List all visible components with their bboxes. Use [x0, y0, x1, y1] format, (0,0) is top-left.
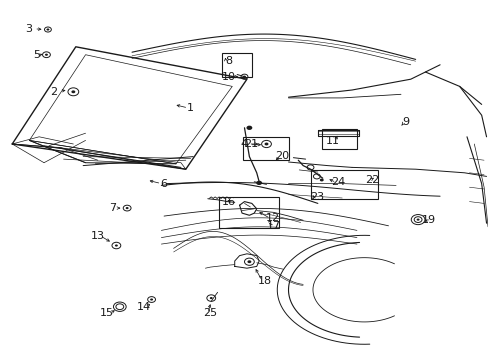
Text: 6: 6 — [160, 179, 167, 189]
Circle shape — [150, 298, 153, 301]
Circle shape — [209, 297, 212, 299]
Text: 24: 24 — [330, 177, 345, 187]
Text: 7: 7 — [109, 203, 116, 213]
Text: 5: 5 — [33, 50, 40, 60]
Text: 25: 25 — [203, 308, 217, 318]
Circle shape — [256, 181, 262, 185]
Circle shape — [243, 76, 245, 78]
Text: 16: 16 — [222, 197, 235, 207]
Circle shape — [71, 90, 75, 93]
Text: 9: 9 — [402, 117, 408, 127]
Text: 12: 12 — [265, 213, 279, 223]
Text: 21: 21 — [244, 139, 257, 149]
Text: 23: 23 — [309, 192, 323, 202]
Text: 8: 8 — [225, 56, 232, 66]
Circle shape — [247, 260, 251, 263]
Circle shape — [115, 244, 118, 247]
Circle shape — [46, 28, 49, 31]
Text: 18: 18 — [258, 276, 271, 286]
Circle shape — [125, 207, 128, 209]
Text: 19: 19 — [422, 215, 435, 225]
Circle shape — [264, 143, 268, 145]
Text: 1: 1 — [187, 103, 194, 113]
Text: 22: 22 — [365, 175, 379, 185]
Text: 2: 2 — [50, 87, 57, 97]
Text: 11: 11 — [325, 136, 339, 146]
Text: 17: 17 — [266, 221, 280, 231]
Text: 13: 13 — [91, 231, 104, 241]
Circle shape — [246, 126, 252, 130]
Circle shape — [45, 54, 48, 56]
Circle shape — [319, 179, 323, 181]
Text: 10: 10 — [222, 72, 235, 82]
Circle shape — [416, 219, 419, 221]
Text: 15: 15 — [100, 308, 113, 318]
Text: 3: 3 — [25, 24, 32, 34]
Text: 20: 20 — [275, 150, 288, 161]
Text: 4: 4 — [241, 139, 247, 149]
Text: 14: 14 — [137, 302, 151, 312]
